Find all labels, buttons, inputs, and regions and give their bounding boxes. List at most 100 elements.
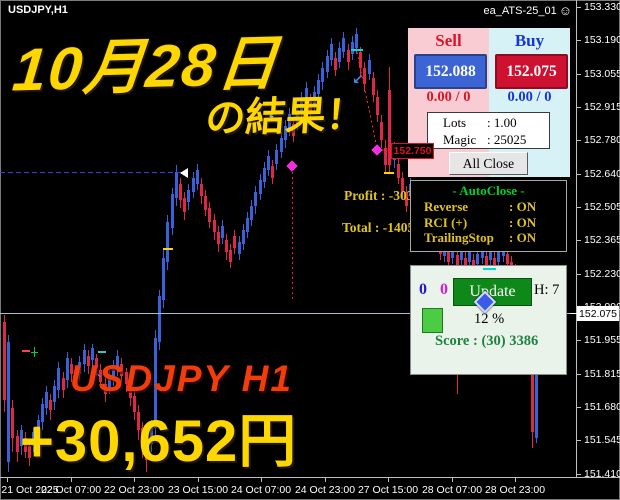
candle bbox=[213, 220, 216, 232]
price-tick-label: 152.505 bbox=[584, 201, 620, 213]
candle bbox=[451, 246, 454, 258]
candle bbox=[28, 446, 31, 458]
price-tick-label: 152.365 bbox=[584, 234, 620, 246]
candle bbox=[70, 364, 73, 374]
candle bbox=[53, 386, 56, 402]
price-tick bbox=[577, 340, 581, 341]
candle bbox=[347, 50, 350, 62]
candle bbox=[493, 258, 496, 268]
time-tick-label: 21 Oct 2025 bbox=[1, 484, 59, 496]
time-axis[interactable]: 21 Oct 2025 22 Oct 07:00 22 Oct 23:00 23 Oc… bbox=[0, 478, 620, 500]
buy-label: Buy bbox=[514, 31, 545, 50]
candle bbox=[300, 98, 303, 112]
smiley-icon[interactable]: ☺ bbox=[558, 3, 572, 18]
candle bbox=[183, 198, 186, 212]
autoclose-row: TrailingStop: ON bbox=[424, 230, 537, 245]
autoclose-row: Reverse: ON bbox=[424, 199, 537, 214]
order-marker bbox=[22, 350, 30, 352]
time-tick-label: 22 Oct 23:00 bbox=[103, 484, 165, 496]
price-axis[interactable]: 153.330 153.190 153.055 152.915 152.780 152.6… bbox=[577, 0, 620, 480]
time-tick bbox=[388, 478, 389, 482]
candle bbox=[141, 428, 144, 448]
candle bbox=[376, 97, 379, 115]
sell-count: 0 bbox=[419, 281, 427, 298]
all-close-button[interactable]: All Close bbox=[449, 152, 528, 175]
candle bbox=[129, 384, 132, 398]
price-tick bbox=[577, 74, 581, 75]
candle bbox=[32, 432, 35, 446]
overlay-result-subtitle: の結果！ bbox=[203, 92, 368, 142]
total-label: Total : -1405 p bbox=[342, 220, 426, 235]
price-tick bbox=[577, 140, 581, 141]
candle bbox=[62, 378, 65, 390]
candle bbox=[246, 218, 249, 232]
price-tick-label: 152.640 bbox=[584, 168, 620, 180]
sell-arrow: ↙ bbox=[352, 72, 364, 88]
candle bbox=[267, 156, 270, 170]
candle bbox=[405, 192, 408, 206]
candle bbox=[468, 252, 471, 262]
candle bbox=[120, 364, 123, 376]
current-price-box: 152.075 bbox=[577, 306, 619, 321]
candle bbox=[313, 92, 316, 104]
candle bbox=[74, 372, 77, 382]
candle bbox=[11, 408, 14, 438]
time-tick bbox=[198, 478, 199, 482]
autoclose-panel: - AutoClose - Reverse: ON RCI (+): ON Trai… bbox=[410, 180, 567, 252]
buy-stats: 0.00 / 0 bbox=[507, 89, 552, 105]
price-axis-line bbox=[576, 0, 577, 477]
price-tick-label: 151.815 bbox=[584, 368, 620, 380]
price-tick-label: 151.545 bbox=[584, 434, 620, 446]
candle bbox=[217, 232, 220, 244]
candle bbox=[535, 313, 538, 438]
price-tick bbox=[577, 440, 581, 441]
entry-line-arrow bbox=[180, 168, 188, 178]
h-value-label: H: 7 bbox=[534, 282, 560, 298]
candle bbox=[137, 412, 140, 430]
price-tick bbox=[577, 407, 581, 408]
candle bbox=[145, 442, 148, 460]
time-tick-label: 27 Oct 15:00 bbox=[357, 484, 419, 496]
trade-marker bbox=[371, 144, 383, 156]
overlay-symbol-text: USDJPY H1 bbox=[70, 358, 293, 399]
magic-line: Magic: 25025 bbox=[443, 132, 527, 147]
candle bbox=[95, 358, 98, 368]
candle bbox=[66, 358, 69, 380]
close-marker bbox=[351, 49, 363, 51]
time-tick bbox=[261, 478, 262, 482]
time-tick bbox=[134, 478, 135, 482]
candle bbox=[531, 342, 534, 432]
time-axis-line bbox=[0, 477, 620, 478]
candle bbox=[263, 168, 266, 182]
candle bbox=[175, 172, 178, 198]
time-tick bbox=[325, 478, 326, 482]
candle bbox=[91, 348, 94, 360]
candle bbox=[447, 252, 450, 262]
candle bbox=[380, 122, 383, 140]
buy-price-button[interactable]: 152.075 bbox=[495, 54, 568, 89]
time-tick bbox=[7, 478, 8, 482]
time-tick-label: 24 Oct 23:00 bbox=[294, 484, 356, 496]
candle bbox=[49, 400, 52, 410]
candle bbox=[7, 342, 10, 462]
candle bbox=[45, 392, 48, 408]
panel-top-dash bbox=[483, 268, 496, 270]
order-marker bbox=[384, 172, 394, 174]
sell-price-button[interactable]: 152.088 bbox=[414, 54, 487, 89]
candle bbox=[489, 250, 492, 260]
order-marker bbox=[163, 248, 173, 250]
candle bbox=[150, 426, 153, 444]
overlay-profit-text: +30,652円 bbox=[20, 409, 298, 474]
price-tick bbox=[577, 174, 581, 175]
time-tick-label: 24 Oct 07:00 bbox=[230, 484, 292, 496]
candle bbox=[250, 206, 253, 220]
autoclose-row: RCI (+): ON bbox=[424, 214, 537, 230]
sell-stats: 0.00 / 0 bbox=[426, 89, 471, 105]
candle bbox=[388, 90, 391, 165]
ea-name-row: ea_ATS-25_01 ☺ bbox=[430, 4, 572, 17]
candle bbox=[271, 166, 274, 178]
candle bbox=[397, 164, 400, 178]
candle bbox=[259, 180, 262, 194]
time-tick bbox=[515, 478, 516, 482]
